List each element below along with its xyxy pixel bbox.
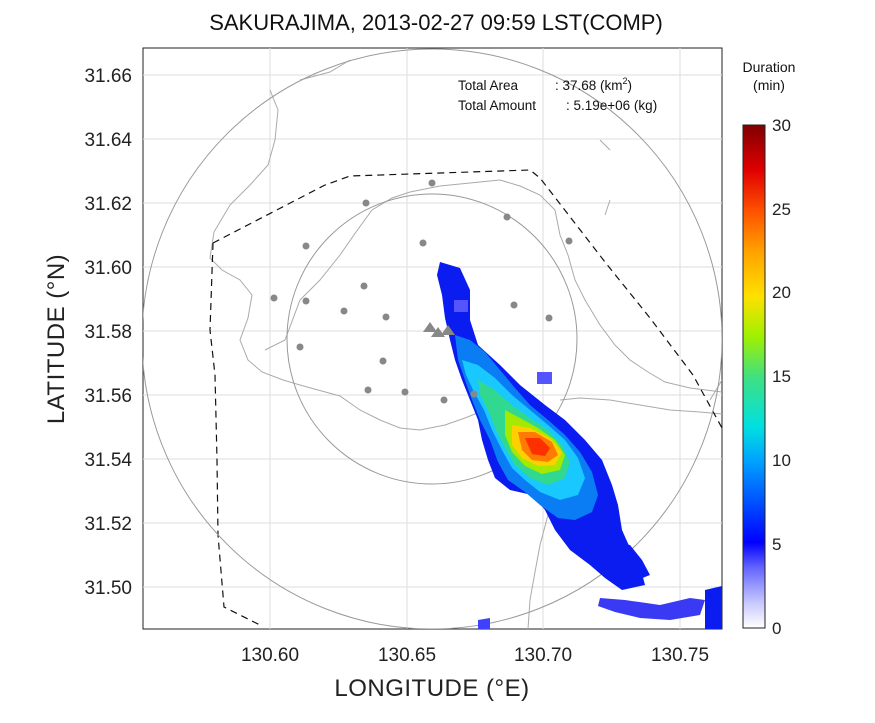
y-tick-label: 31.50 [84, 578, 132, 599]
station-marker [545, 314, 553, 322]
plot-area [142, 47, 723, 630]
station-marker [503, 213, 511, 221]
colorbar: Duration (min) 30 25 20 15 10 5 0 [742, 59, 796, 638]
chart-title: SAKURAJIMA, 2013-02-27 09:59 LST(COMP) [209, 10, 663, 35]
y-tick-labels: 31.66 31.64 31.62 31.60 31.58 31.56 31.5… [84, 66, 132, 599]
colorbar-tick: 15 [772, 367, 791, 386]
dashed-boundary [209, 169, 722, 626]
colorbar-tick: 5 [772, 535, 781, 554]
station-marker [382, 313, 390, 321]
total-area-label: Total Area [458, 78, 519, 93]
total-area-value: : 37.68 (km2) [555, 76, 632, 93]
y-tick-label: 31.62 [84, 194, 132, 215]
station-marker [401, 388, 409, 396]
station-marker [270, 294, 278, 302]
station-marker [296, 343, 304, 351]
x-axis-label: LONGITUDE (°E) [334, 675, 529, 702]
y-tick-label: 31.64 [84, 130, 132, 151]
y-axis-label: LATITUDE (°N) [43, 254, 70, 424]
y-tick-label: 31.52 [84, 514, 132, 535]
station-marker [302, 242, 310, 250]
outer-range-ring [143, 48, 722, 629]
colorbar-tick: 30 [772, 116, 791, 135]
y-tick-label: 31.56 [84, 386, 132, 407]
volcano-vent-icon [441, 325, 455, 335]
inner-range-ring [286, 193, 578, 485]
x-tick-label: 130.70 [514, 645, 572, 666]
total-amount-label: Total Amount [458, 98, 536, 113]
y-tick-label: 31.66 [84, 66, 132, 87]
x-tick-label: 130.65 [378, 645, 436, 666]
x-tick-labels: 130.60 130.65 130.70 130.75 [241, 645, 709, 666]
colorbar-scale [742, 124, 766, 629]
x-tick-label: 130.60 [241, 645, 299, 666]
station-marker [364, 386, 372, 394]
ash-deposit-field [437, 262, 722, 629]
station-marker [510, 301, 518, 309]
station-marker [565, 237, 573, 245]
station-marker [419, 239, 427, 247]
volcano-vents [423, 322, 455, 337]
colorbar-tick: 10 [772, 451, 791, 470]
station-marker [379, 357, 387, 365]
station-marker [340, 307, 348, 315]
station-marker [440, 396, 448, 404]
info-box: Total Area : 37.68 (km2) Total Amount : … [458, 76, 657, 113]
volcano-vent-icon [423, 322, 437, 332]
station-marker [428, 179, 436, 187]
colorbar-tick: 25 [772, 200, 791, 219]
station-marker [360, 282, 368, 290]
y-tick-label: 31.60 [84, 258, 132, 279]
colorbar-tick: 0 [772, 619, 781, 638]
station-marker [362, 199, 370, 207]
y-tick-label: 31.58 [84, 322, 132, 343]
colorbar-title: Duration [743, 59, 796, 75]
station-marker [302, 297, 310, 305]
y-tick-label: 31.54 [84, 450, 132, 471]
total-amount-value: : 5.19e+06 (kg) [566, 98, 657, 113]
colorbar-unit: (min) [753, 77, 785, 93]
station-markers [270, 179, 573, 404]
station-marker [470, 390, 478, 398]
x-tick-label: 130.75 [651, 645, 709, 666]
colorbar-tick: 20 [772, 283, 791, 302]
